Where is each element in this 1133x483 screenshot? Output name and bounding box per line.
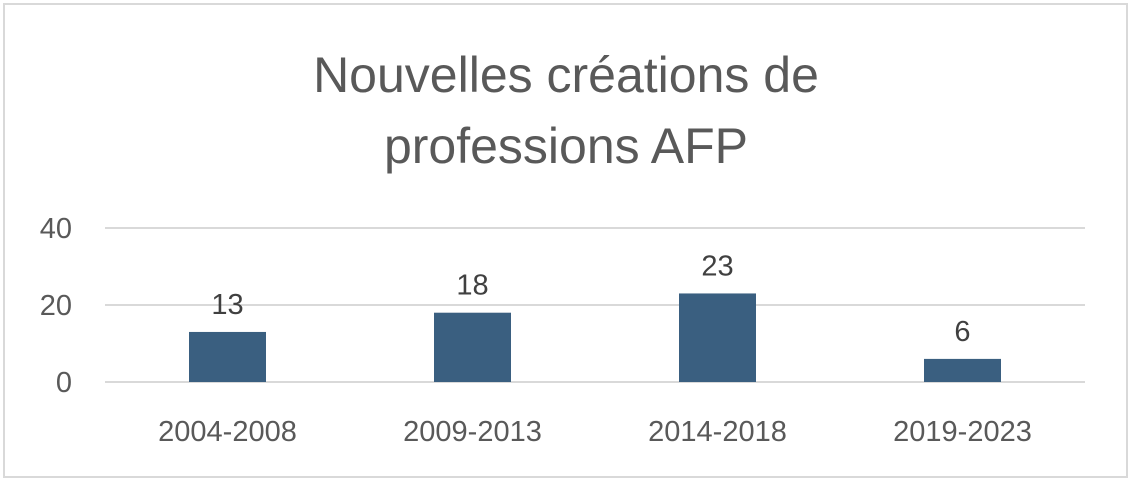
x-tick-label-2004-2008: 2004-2008 — [158, 416, 297, 448]
y-axis-ticks: 0 20 40 — [40, 213, 72, 399]
x-tick-label-2014-2018: 2014-2018 — [648, 416, 787, 448]
bar-2009-2013 — [434, 312, 511, 382]
bar-2019-2023 — [924, 358, 1001, 382]
x-axis-ticks: 2004-2008 2009-2013 2014-2018 2019-2023 — [158, 416, 1032, 448]
chart-title-line-1: Nouvelles créations de — [313, 47, 819, 103]
chart-frame — [3, 3, 1128, 478]
bars — [189, 293, 1001, 382]
data-label-2004-2008: 13 — [211, 289, 243, 321]
y-tick-label-40: 40 — [40, 213, 72, 245]
data-label-2019-2023: 6 — [954, 316, 970, 348]
bar-2014-2018 — [679, 293, 756, 382]
data-label-2014-2018: 23 — [701, 250, 733, 282]
y-tick-label-20: 20 — [40, 290, 72, 322]
bar-2004-2008 — [189, 331, 266, 382]
x-tick-label-2009-2013: 2009-2013 — [403, 416, 542, 448]
data-label-2009-2013: 18 — [456, 270, 488, 302]
y-tick-label-0: 0 — [56, 367, 72, 399]
data-labels: 13 18 23 6 — [211, 250, 970, 347]
gridlines — [105, 227, 1085, 383]
x-tick-label-2019-2023: 2019-2023 — [893, 416, 1032, 448]
chart-title-line-2: professions AFP — [384, 118, 748, 174]
